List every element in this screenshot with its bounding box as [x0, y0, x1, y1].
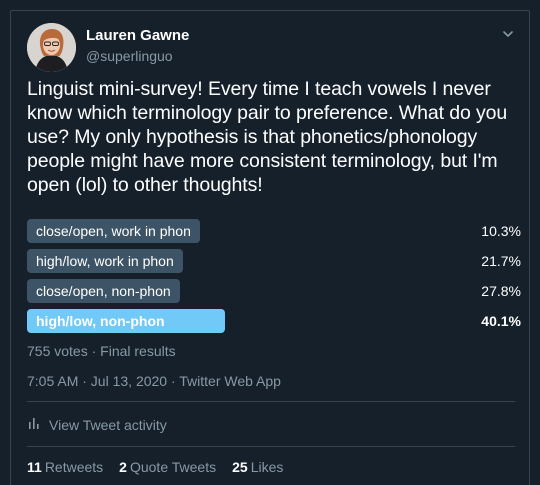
poll-option-label: close/open, work in phon: [36, 223, 191, 239]
poll-option-percent: 27.8%: [481, 283, 521, 299]
poll-option-percent: 40.1%: [481, 313, 521, 329]
avatar[interactable]: [27, 23, 76, 72]
divider: [27, 446, 515, 447]
likes-count: 25: [232, 459, 248, 475]
author-handle[interactable]: @superlinguo: [86, 48, 173, 64]
poll-summary: 755 votes · Final results: [27, 343, 176, 359]
poll-bar: [27, 219, 200, 243]
poll-option-label: high/low, non-phon: [36, 313, 165, 329]
tweet-stats: 11 Retweets 2 Quote Tweets 25 Likes: [27, 459, 283, 475]
tweet-timestamp[interactable]: 7:05 AM · Jul 13, 2020 · Twitter Web App: [27, 373, 281, 389]
view-activity-link[interactable]: View Tweet activity: [27, 416, 167, 433]
tweet-text: Linguist mini-survey! Every time I teach…: [27, 78, 508, 196]
divider: [27, 401, 515, 402]
likes-label: Likes: [250, 459, 284, 475]
poll-option-percent: 10.3%: [481, 223, 521, 239]
author-name[interactable]: Lauren Gawne: [86, 27, 190, 44]
poll-bar: [27, 309, 226, 333]
quote-tweets-stat[interactable]: 2 Quote Tweets: [119, 459, 216, 475]
poll-option: close/open, non-phon 27.8%: [27, 279, 521, 303]
retweets-stat[interactable]: 11 Retweets: [27, 459, 103, 475]
poll-bar: [27, 279, 180, 303]
retweets-count: 11: [27, 459, 42, 475]
tweet-card: Lauren Gawne @superlinguo Linguist mini-…: [10, 10, 530, 485]
quotes-label: Quote Tweets: [129, 459, 217, 475]
poll-option-percent: 21.7%: [481, 253, 521, 269]
poll-option: high/low, non-phon 40.1%: [27, 309, 521, 333]
poll-bar: [27, 249, 183, 273]
poll-option: close/open, work in phon 10.3%: [27, 219, 521, 243]
quotes-count: 2: [119, 459, 127, 475]
poll-option-label: close/open, non-phon: [36, 283, 171, 299]
view-activity-label: View Tweet activity: [49, 416, 167, 433]
retweets-label: Retweets: [44, 459, 104, 475]
likes-stat[interactable]: 25 Likes: [232, 459, 283, 475]
poll-option-label: high/low, work in phon: [36, 253, 174, 269]
activity-icon: [27, 416, 41, 433]
poll-option: high/low, work in phon 21.7%: [27, 249, 521, 273]
chevron-down-icon[interactable]: [501, 27, 515, 41]
